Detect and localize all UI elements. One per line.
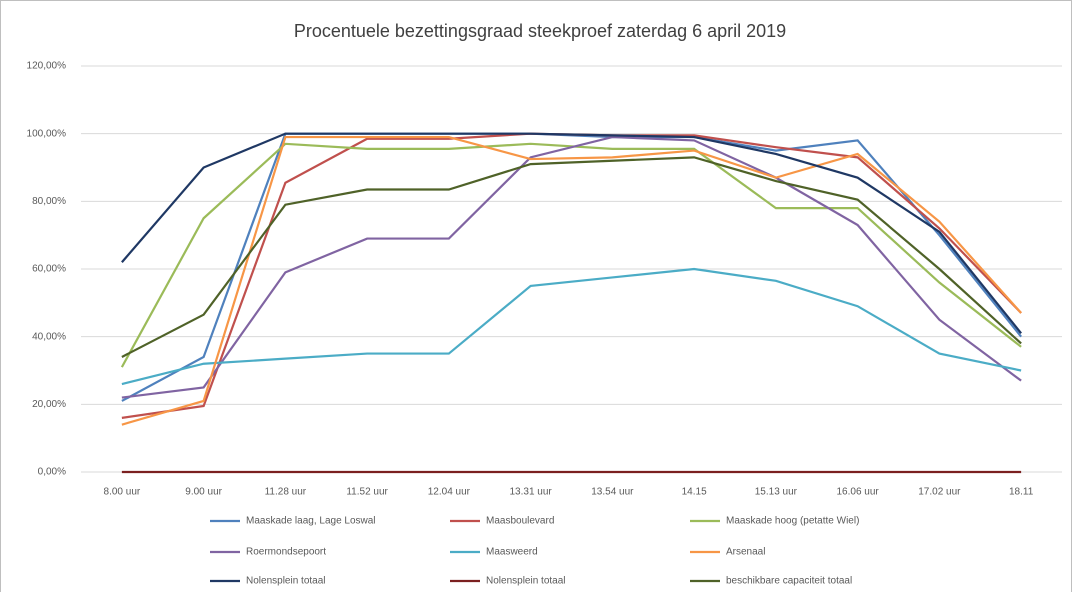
y-tick-label: 120,00% [27,61,67,72]
series-line [121,135,1022,426]
x-tick-label: 11.28 uur [265,487,307,498]
series-line [121,135,1022,399]
x-tick-label: 11.52 uur [346,487,388,498]
chart-title: Procentuele bezettingsgraad steekproef z… [294,21,786,41]
x-tick-label: 17.02 uur [918,487,961,498]
x-tick-label: 16.06 uur [836,487,879,498]
legend-label: Maasweerd [486,547,538,558]
x-tick-label: 14.15 [682,487,707,498]
legend-label: Roermondsepoort [246,547,326,558]
legend-label: beschikbare capaciteit totaal [726,576,852,587]
x-tick-label: 13.54 uur [591,487,634,498]
legend-label: Nolensplein totaal [246,576,326,587]
x-tick-label: 18.11 [1009,487,1034,498]
y-tick-label: 0,00% [38,467,66,478]
legend-label: Maasboulevard [486,516,554,527]
series-line [121,156,1022,358]
x-tick-label: 12.04 uur [428,487,471,498]
y-tick-label: 20,00% [32,399,66,410]
series-line [121,132,1022,334]
legend-label: Maaskade laag, Lage Loswal [246,516,376,527]
x-tick-label: 9.00 uur [185,487,222,498]
series-line [121,267,1022,386]
legend-label: Arsenaal [726,547,765,558]
legend-label: Nolensplein totaal [486,576,566,587]
legend-label: Maaskade hoog (petatte Wiel) [726,516,859,527]
y-tick-label: 100,00% [27,128,67,139]
y-tick-label: 60,00% [32,264,66,275]
y-tick-label: 80,00% [32,196,66,207]
x-tick-label: 13.31 uur [509,487,552,498]
x-tick-label: 15.13 uur [755,487,798,498]
x-tick-label: 8.00 uur [104,487,141,498]
y-tick-label: 40,00% [32,331,66,342]
